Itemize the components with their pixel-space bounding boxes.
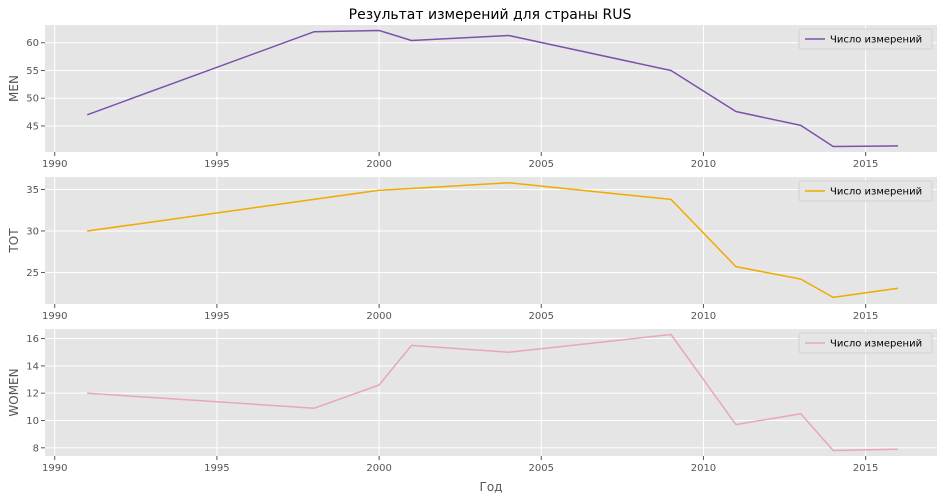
- x-tick-label: 1990: [42, 311, 67, 322]
- legend-box: [798, 180, 933, 202]
- x-tick-label: 2015: [853, 463, 878, 474]
- legend-box: [798, 28, 933, 50]
- y-axis-label: MEN: [7, 75, 21, 102]
- series-line: [87, 333, 899, 452]
- y-tick-label: 45: [26, 121, 39, 132]
- series-line: [87, 182, 899, 299]
- legend: Число измерений: [798, 332, 933, 354]
- series-line: [86, 29, 899, 148]
- y-tick-label: 8: [33, 443, 39, 454]
- x-tick-label: 2000: [366, 159, 391, 170]
- x-tick-label: 2005: [529, 159, 554, 170]
- x-tick-label: 1995: [204, 311, 229, 322]
- y-tick-label: 25: [26, 268, 39, 279]
- plot-background: [45, 329, 937, 456]
- x-tick-label: 1995: [204, 159, 229, 170]
- y-tick-label: 12: [26, 389, 39, 400]
- panel-0: 1990 1995 2000 2005 2010 2015 45 50 55 60 MEN Число…: [7, 25, 937, 170]
- chart-title: Результат измерений для страны RUS: [349, 7, 632, 23]
- y-tick-label: 30: [26, 226, 39, 237]
- panel-2: 1990 1995 2000 2005 2010 2015 8 10 12 14 16 WOMEN Го…: [7, 329, 937, 494]
- y-tick-label: 60: [26, 38, 39, 49]
- x-tick-label: 2000: [366, 311, 391, 322]
- plot-background: [45, 25, 937, 152]
- legend-box: [798, 332, 933, 354]
- x-tick-label: 2005: [529, 463, 554, 474]
- panel-1: 1990 1995 2000 2005 2010 2015 25 30 35 TOT Число и…: [7, 177, 937, 322]
- legend-entry-label: Число измерений: [830, 35, 922, 46]
- y-tick-label: 35: [26, 185, 39, 196]
- legend: Число измерений: [798, 28, 933, 50]
- x-tick-label: 1990: [42, 159, 67, 170]
- x-tick-label: 2010: [691, 159, 716, 170]
- plot-background: [45, 177, 937, 304]
- x-tick-label: 2005: [529, 311, 554, 322]
- y-tick-label: 55: [26, 66, 39, 77]
- x-tick-label: 2015: [853, 311, 878, 322]
- x-tick-label: 2010: [691, 463, 716, 474]
- legend: Число измерений: [798, 180, 933, 202]
- y-tick-label: 14: [26, 361, 39, 372]
- legend-entry-label: Число измерений: [830, 339, 922, 350]
- x-tick-label: 2000: [366, 463, 391, 474]
- y-axis-label: WOMEN: [7, 368, 21, 416]
- y-tick-label: 50: [26, 94, 39, 105]
- y-tick-label: 16: [26, 334, 39, 345]
- x-axis-label: Год: [480, 480, 503, 494]
- x-tick-label: 1990: [42, 463, 67, 474]
- y-axis-label: TOT: [7, 228, 21, 254]
- legend-entry-label: Число измерений: [830, 187, 922, 198]
- y-tick-label: 10: [26, 416, 39, 427]
- x-tick-label: 2010: [691, 311, 716, 322]
- x-tick-label: 2015: [853, 159, 878, 170]
- x-tick-label: 1995: [204, 463, 229, 474]
